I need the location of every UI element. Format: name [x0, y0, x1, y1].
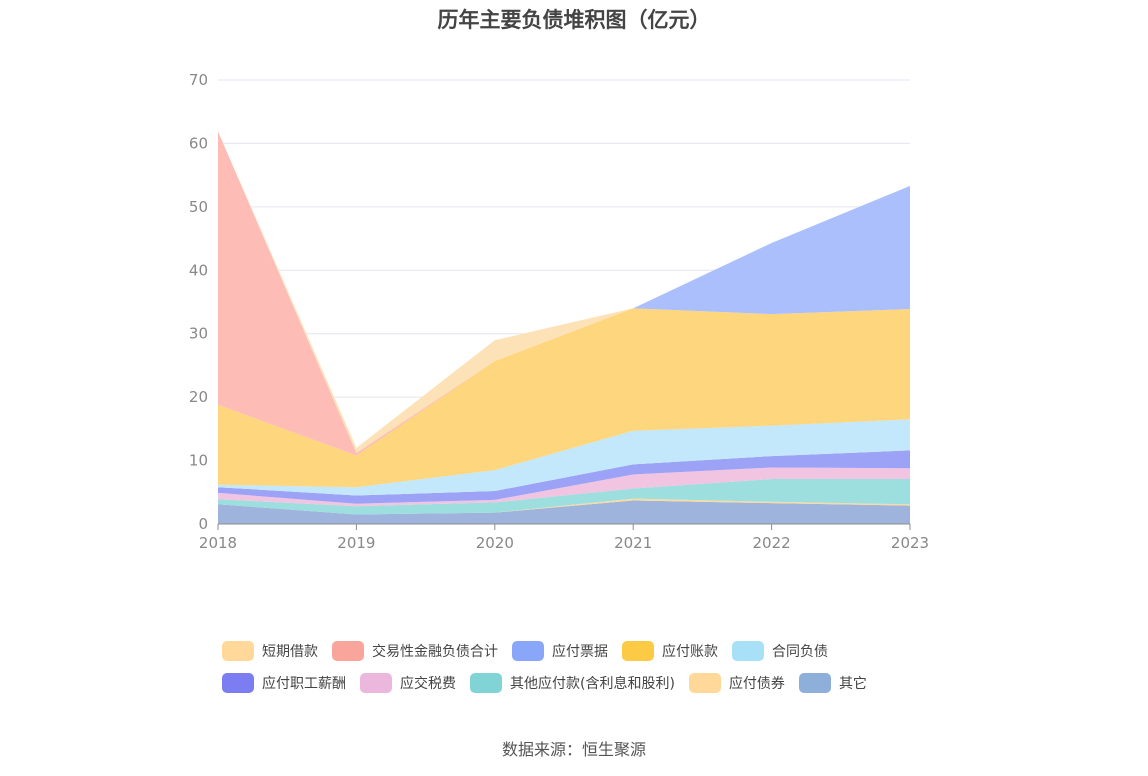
legend-swatch — [732, 641, 764, 661]
area-series-mark: 应付职工薪酬 — [218, 450, 910, 504]
chart-title: 历年主要负债堆积图（亿元） — [437, 8, 711, 32]
legend-item[interactable]: 应付票据 — [512, 640, 608, 662]
legend-swatch — [622, 641, 654, 661]
legend-row: 短期借款 交易性金融负债合计 应付票据 应付账款 合同负债 — [222, 640, 942, 662]
area-series-mark: 应付账款 — [218, 308, 910, 488]
legend-item[interactable]: 合同负债 — [732, 640, 828, 662]
area-series: 其它应付债券其他应付款(含利息和股利)应交税费应付职工薪酬合同负债应付账款应付票… — [218, 131, 910, 524]
legend-label: 短期借款 — [262, 644, 318, 660]
y-tick-label: 30 — [189, 325, 208, 343]
y-tick-label: 0 — [198, 515, 208, 533]
legend-swatch — [222, 641, 254, 661]
area-series-mark: 应付债券 — [218, 498, 910, 515]
legend-swatch — [222, 673, 254, 693]
y-tick-label: 20 — [189, 388, 208, 406]
area-series-mark: 合同负债 — [218, 419, 910, 496]
x-tick-label: 2019 — [337, 534, 375, 552]
y-tick-label: 40 — [189, 261, 208, 279]
legend-item[interactable]: 其他应付款(含利息和股利) — [470, 672, 675, 694]
legend-label: 合同负债 — [772, 644, 828, 660]
legend-swatch — [688, 673, 721, 693]
stacked-area-chart: 其它应付债券其他应付款(含利息和股利)应交税费应付职工薪酬合同负债应付账款应付票… — [189, 71, 929, 552]
legend-label: 交易性金融负债合计 — [372, 644, 498, 660]
legend-item[interactable]: 应付职工薪酬 — [222, 672, 346, 694]
legend-swatch — [360, 673, 392, 693]
x-tick-label: 2023 — [891, 534, 929, 552]
legend-swatch — [470, 673, 502, 693]
legend-item[interactable]: 短期借款 — [222, 640, 318, 662]
legend-label: 应付债券 — [728, 676, 785, 692]
y-tick-label: 50 — [189, 198, 208, 216]
y-tick-label: 60 — [189, 134, 208, 152]
legend-swatch — [512, 641, 544, 661]
legend-label: 其它 — [838, 676, 867, 692]
legend-label: 应付票据 — [552, 644, 608, 660]
source-note: 数据来源：恒生聚源 — [501, 740, 646, 759]
x-tick-label: 2018 — [199, 534, 237, 552]
axes: 0 10 20 30 40 50 60 70 2018 2019 2020 2021 2022 2023 — [189, 71, 929, 552]
legend-item[interactable]: 应付账款 — [622, 640, 718, 662]
legend-item[interactable]: 应付债券 — [688, 672, 785, 694]
legend-row: 应付职工薪酬 应交税费 其他应付款(含利息和股利) 应付债券 其它 — [222, 672, 942, 694]
legend-swatch — [332, 641, 364, 661]
x-tick-label: 2022 — [753, 534, 791, 552]
area-series-mark: 交易性金融负债合计 — [218, 131, 910, 456]
area-series-mark: 应交税费 — [218, 467, 910, 507]
legend-swatch — [798, 673, 831, 693]
legend-label: 应付账款 — [662, 644, 718, 660]
y-tick-label: 10 — [189, 452, 208, 470]
legend-label: 其他应付款(含利息和股利) — [510, 676, 675, 692]
area-series-mark: 其它 — [218, 500, 910, 524]
x-tick-label: 2021 — [614, 534, 652, 552]
legend-item[interactable]: 其它 — [798, 672, 867, 694]
legend-label: 应付职工薪酬 — [262, 676, 346, 692]
legend: 短期借款 交易性金融负债合计 应付票据 应付账款 合同负债应付职工薪酬 应交税费 其他应付款… — [222, 640, 942, 704]
x-tick-label: 2020 — [476, 534, 514, 552]
y-tick-label: 70 — [189, 71, 208, 89]
legend-label: 应交税费 — [400, 676, 456, 692]
legend-item[interactable]: 交易性金融负债合计 — [332, 640, 498, 662]
legend-item[interactable]: 应交税费 — [360, 672, 456, 694]
area-series-mark: 其他应付款(含利息和股利) — [218, 479, 910, 515]
